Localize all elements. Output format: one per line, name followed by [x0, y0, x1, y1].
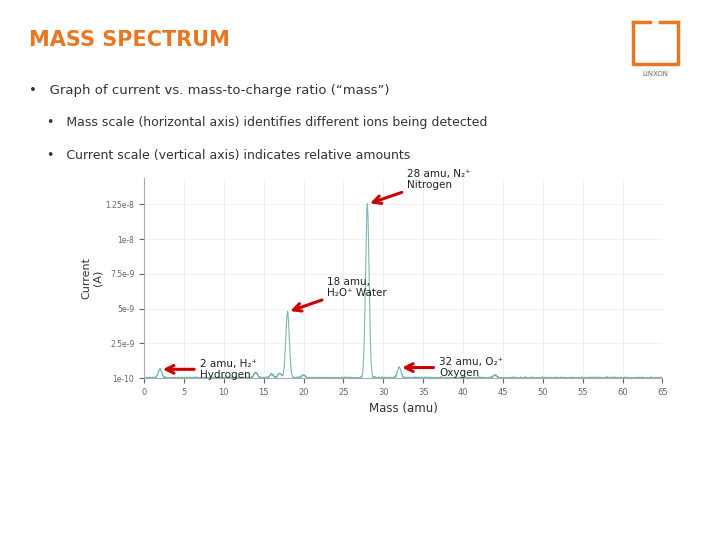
Text: •   Current scale (vertical axis) indicates relative amounts: • Current scale (vertical axis) indicate…: [47, 148, 410, 161]
Text: •   Graph of current vs. mass-to-charge ratio (“mass”): • Graph of current vs. mass-to-charge ra…: [29, 84, 390, 97]
Bar: [639, 26, 672, 57]
Text: 18 amu,
H₂O⁺ Water: 18 amu, H₂O⁺ Water: [294, 277, 387, 311]
Text: 28 amu, N₂⁺
Nitrogen: 28 amu, N₂⁺ Nitrogen: [373, 169, 471, 204]
Text: Module 200: RGA Theory: Module 200: RGA Theory: [295, 522, 425, 532]
Text: 20: 20: [685, 522, 698, 532]
Text: 2 amu, H₂⁺
Hydrogen: 2 amu, H₂⁺ Hydrogen: [166, 359, 257, 380]
Text: 32 amu, O₂⁺
Oxygen: 32 amu, O₂⁺ Oxygen: [405, 357, 503, 379]
Y-axis label: Current
(A): Current (A): [81, 257, 103, 299]
Text: LINXON: LINXON: [642, 71, 668, 77]
Text: •   Mass scale (horizontal axis) identifies different ions being detected: • Mass scale (horizontal axis) identifie…: [47, 116, 487, 129]
X-axis label: Mass (amu): Mass (amu): [369, 402, 438, 415]
Text: MASS SPECTRUM: MASS SPECTRUM: [29, 30, 230, 50]
